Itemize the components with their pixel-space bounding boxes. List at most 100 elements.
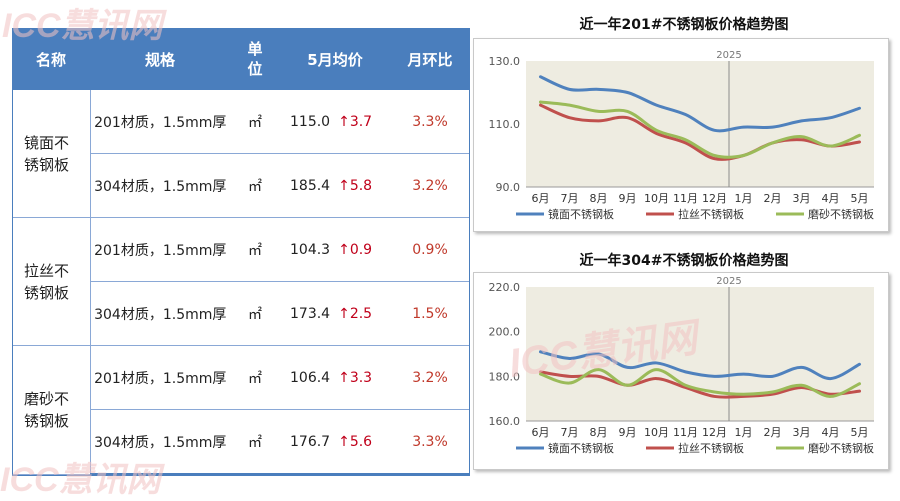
price-value: 185.4 — [290, 177, 331, 194]
unit-cell: ㎡ — [230, 90, 280, 154]
chart-304: 160.0 180.0 200.0 220.0 6月 7月 8月 9月 10月 11月 12月 1月 2… — [489, 276, 874, 455]
mom-cell: 3.3% — [390, 409, 470, 475]
legend-label: 拉丝不锈钢板 — [678, 207, 744, 221]
series-line — [539, 350, 861, 381]
series-line — [539, 368, 861, 398]
up-arrow-icon: ↑ — [338, 433, 350, 450]
header-unit-text: 单位 — [247, 40, 263, 78]
header-spec: 规格 — [90, 28, 230, 90]
spec-cell: 304材质，1.5mm厚 — [90, 153, 230, 218]
x-tick-label: 4月 — [822, 426, 840, 439]
up-arrow-icon: ↑ — [338, 177, 350, 194]
price-change: 5.6 — [349, 433, 373, 450]
x-tick-label: 3月 — [793, 192, 811, 205]
price-value: 115.0 — [290, 113, 331, 130]
table-header-row: 名称 规格 单位 5月均价 月环比 — [12, 28, 470, 90]
series-line — [539, 75, 861, 133]
x-tick-label: 12月 — [702, 192, 727, 205]
plot-area — [526, 287, 874, 421]
x-tick-label: 4月 — [822, 192, 840, 205]
watermark: ICC慧讯网 — [2, 7, 163, 45]
x-tick-label: 6月 — [532, 426, 550, 439]
series-line — [539, 370, 861, 399]
product-name: 镜面不锈钢板 — [12, 90, 91, 218]
header-unit: 单位 — [230, 28, 280, 90]
x-tick-label: 10月 — [644, 192, 669, 205]
y-tick-label: 220.0 — [489, 281, 521, 294]
unit-cell: ㎡ — [230, 409, 280, 475]
x-tick-label: 1月 — [735, 426, 753, 439]
price-value: 104.3 — [290, 241, 331, 258]
x-tick-label: 5月 — [851, 426, 869, 439]
up-arrow-icon: ↑ — [338, 369, 350, 386]
year-annotation: 2025 — [716, 276, 741, 287]
y-tick-label: 180.0 — [489, 370, 521, 383]
unit-cell: ㎡ — [230, 345, 280, 410]
legend-label: 磨砂不锈钢板 — [808, 441, 874, 455]
x-tick-label: 8月 — [590, 426, 608, 439]
x-tick-label: 9月 — [619, 426, 637, 439]
unit-cell: ㎡ — [230, 281, 280, 346]
price-change: 3.3 — [349, 369, 373, 386]
mom-cell: 3.3% — [390, 90, 470, 154]
mom-cell: 3.2% — [390, 345, 470, 410]
legend-label: 拉丝不锈钢板 — [678, 441, 744, 455]
spec-cell: 201材质，1.5mm厚 — [90, 345, 230, 410]
series-line — [539, 103, 861, 161]
year-annotation: 2025 — [716, 50, 741, 61]
chart-201: 90.0 110.0 130.0 6月 7月 8月 9月 10月 11月 12月 1月 2月 3月 4月 5… — [489, 50, 874, 221]
spec-cell: 201材质，1.5mm厚 — [90, 217, 230, 282]
x-tick-label: 8月 — [590, 192, 608, 205]
price-value: 176.7 — [290, 433, 331, 450]
up-arrow-icon: ↑ — [338, 113, 350, 130]
y-tick-label: 160.0 — [489, 415, 521, 428]
product-name: 拉丝不锈钢板 — [12, 217, 91, 346]
header-price: 5月均价 — [280, 28, 390, 90]
series-line — [539, 100, 861, 159]
price-change: 3.7 — [349, 113, 373, 130]
price-change: 5.8 — [349, 177, 373, 194]
price-value: 106.4 — [290, 369, 331, 386]
product-name-text: 拉丝不锈钢板 — [24, 261, 70, 302]
x-tick-label: 5月 — [851, 192, 869, 205]
price-value: 173.4 — [290, 305, 331, 322]
y-tick-label: 90.0 — [496, 181, 521, 194]
spec-cell: 304材质，1.5mm厚 — [90, 281, 230, 346]
price-cell: 173.4 ↑2.5 — [280, 281, 390, 346]
price-cell: 106.4 ↑3.3 — [280, 345, 390, 410]
spec-cell: 201材质，1.5mm厚 — [90, 90, 230, 154]
price-change: 2.5 — [349, 305, 373, 322]
watermark: ICC慧讯网 — [0, 461, 161, 499]
x-tick-label: 11月 — [673, 192, 698, 205]
legend-label: 镜面不锈钢板 — [548, 207, 614, 221]
x-tick-label: 6月 — [532, 192, 550, 205]
chart-304-box: 160.0 180.0 200.0 220.0 6月 7月 8月 9月 10月 11月 12月 1月 2… — [473, 272, 889, 470]
x-tick-label: 3月 — [793, 426, 811, 439]
y-tick-label: 200.0 — [489, 326, 521, 339]
mom-cell: 0.9% — [390, 217, 470, 282]
price-cell: 176.7 ↑5.6 — [280, 409, 390, 475]
price-change: 0.9 — [349, 241, 373, 258]
y-tick-label: 110.0 — [489, 118, 521, 131]
chart-304-title: 近一年304#不锈钢板价格趋势图 — [579, 253, 789, 269]
product-name: 磨砂不锈钢板 — [12, 345, 91, 475]
x-tick-label: 7月 — [561, 426, 579, 439]
price-cell: 115.0 ↑3.7 — [280, 90, 390, 154]
x-tick-label: 9月 — [619, 192, 637, 205]
x-tick-label: 2月 — [764, 192, 782, 205]
chart-201-title: 近一年201#不锈钢板价格趋势图 — [579, 17, 789, 33]
x-tick-label: 10月 — [644, 426, 669, 439]
unit-cell: ㎡ — [230, 217, 280, 282]
header-name: 名称 — [12, 28, 90, 90]
legend-label: 镜面不锈钢板 — [548, 441, 614, 455]
unit-cell: ㎡ — [230, 153, 280, 218]
product-name-text: 磨砂不锈钢板 — [24, 389, 70, 430]
legend-label: 磨砂不锈钢板 — [808, 207, 874, 221]
